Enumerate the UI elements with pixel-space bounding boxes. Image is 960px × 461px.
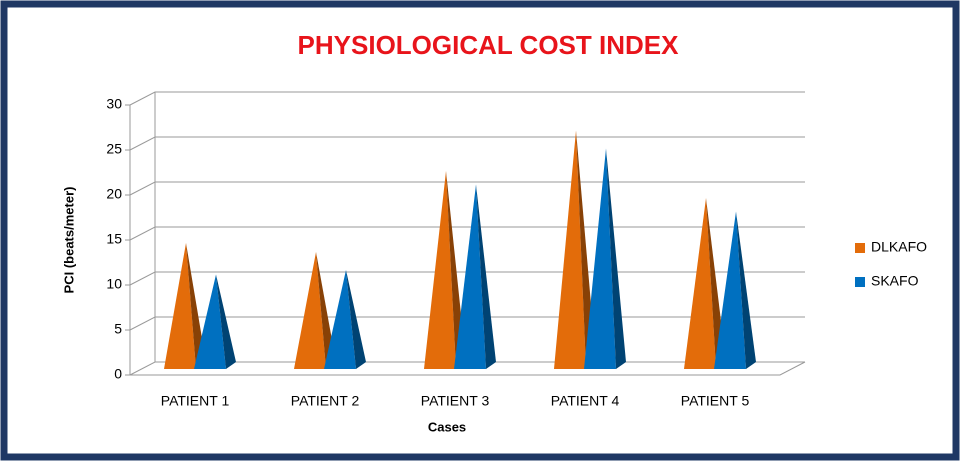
bar-front (684, 198, 716, 369)
x-tick-label: PATIENT 3 (421, 393, 490, 409)
bar-side (346, 270, 366, 369)
x-tick-label: PATIENT 2 (291, 393, 360, 409)
bar-front (294, 252, 326, 369)
chart-title: PHYSIOLOGICAL COST INDEX (298, 30, 680, 60)
bar-front (194, 274, 226, 369)
bar (584, 148, 626, 369)
x-tick-label: PATIENT 5 (681, 393, 750, 409)
grid-line (129, 181, 805, 196)
y-tick-label: 0 (114, 366, 122, 382)
bar (194, 274, 236, 369)
bar-front (584, 148, 616, 369)
bar-side (216, 274, 236, 369)
bar-front (554, 130, 586, 369)
grid-line (129, 271, 805, 286)
legend-label: SKAFO (871, 273, 919, 289)
x-axis-title: Cases (428, 419, 466, 434)
y-tick-label: 15 (106, 231, 122, 247)
bar-front (454, 184, 486, 369)
bar-side (736, 211, 756, 369)
y-axis-title: PCI (beats/meter) (61, 187, 76, 294)
y-tick-label: 20 (106, 186, 122, 202)
legend-label: DLKAFO (871, 239, 927, 255)
x-tick-label: PATIENT 4 (551, 393, 620, 409)
bar-front (424, 171, 456, 369)
bar-side (186, 243, 206, 369)
bar-front (324, 270, 356, 369)
bar (714, 211, 756, 369)
x-tick-label: PATIENT 1 (161, 393, 230, 409)
y-tick-label: 10 (106, 276, 122, 292)
legend-swatch (855, 243, 865, 253)
y-tick-label: 30 (106, 96, 122, 112)
floor (130, 361, 806, 376)
y-tick-label: 25 (106, 141, 122, 157)
grid-line (129, 226, 805, 241)
grid-line (129, 91, 805, 106)
bar (324, 270, 366, 369)
bar-front (714, 211, 746, 369)
bar-front (164, 243, 196, 369)
grid-line (129, 136, 805, 151)
y-tick-label: 5 (114, 321, 122, 337)
bar (164, 243, 206, 369)
bar (454, 184, 496, 369)
bar-side (476, 184, 496, 369)
legend-swatch (855, 277, 865, 287)
bar-side (606, 148, 626, 369)
